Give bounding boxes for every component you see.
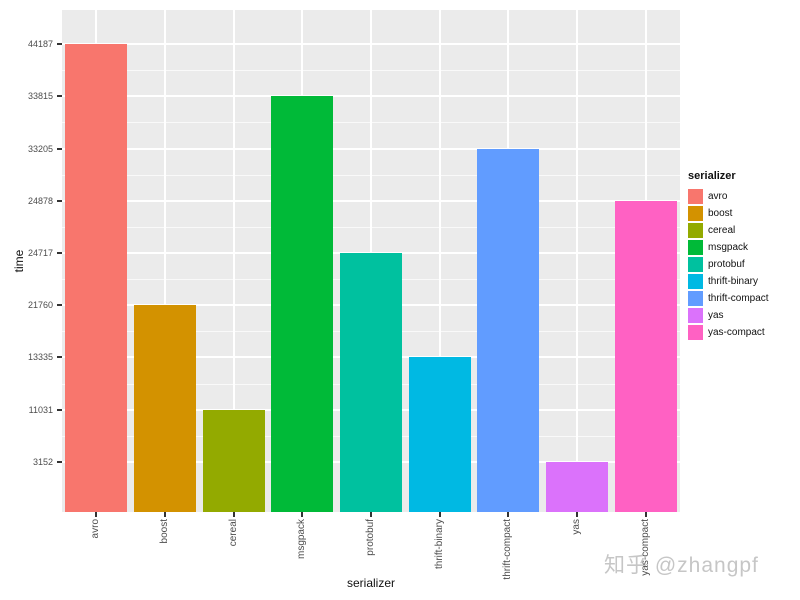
bar-msgpack [271, 96, 334, 512]
x-tick-label: avro [90, 519, 102, 539]
bar-protobuf [340, 253, 402, 512]
x-tick-label: yas-compact [639, 519, 651, 576]
legend-entries: avro boost cereal msgpack protobuf thrift-bin… [688, 188, 769, 341]
x-tick-label: yas [571, 519, 582, 535]
legend-entry: avro [688, 188, 769, 205]
bar-avro [65, 44, 128, 512]
x-tick-label: msgpack [296, 519, 308, 560]
x-tick-label: protobuf [365, 519, 376, 556]
x-tick-mark [301, 512, 304, 517]
bar-boost [134, 305, 196, 512]
legend-color-swatch [688, 223, 703, 238]
legend-color-swatch [688, 206, 703, 221]
bar-thrift-compact [477, 148, 540, 512]
bar-yas [546, 461, 608, 512]
x-tick-mark [370, 512, 372, 517]
legend-entry: cereal [688, 222, 769, 239]
y-tick-mark [57, 356, 62, 359]
gridline-major-v [576, 10, 578, 512]
legend-entry-label: msgpack [708, 242, 749, 253]
y-tick-mark [57, 408, 62, 411]
watermark-text: 知乎 @zhangpf [604, 554, 759, 577]
y-tick-label: 33815 [27, 91, 53, 102]
y-tick-mark [57, 95, 62, 98]
legend-color-swatch [688, 257, 703, 272]
legend-color-swatch [688, 189, 703, 204]
legend-entry-label: thrift-binary [708, 276, 759, 287]
y-tick-mark [57, 252, 62, 254]
legend-entry-label: boost [708, 208, 733, 219]
legend-color-swatch [688, 291, 703, 306]
legend-color-swatch [688, 240, 703, 255]
x-tick-mark [644, 512, 647, 517]
x-tick-label: thrift-binary [433, 519, 445, 570]
x-tick-mark [576, 512, 578, 517]
legend-entry: msgpack [688, 239, 769, 256]
y-tick-label: 11031 [28, 404, 53, 415]
x-axis-title: serializer [346, 576, 395, 590]
y-tick-mark [57, 199, 62, 202]
legend-entry-label: protobuf [708, 259, 745, 270]
y-tick-mark [57, 304, 62, 307]
x-tick-label: boost [159, 519, 170, 544]
x-tick-mark [95, 512, 98, 517]
y-tick-label: 13335 [27, 352, 53, 363]
bar-cereal [202, 409, 265, 512]
legend: serializer avro boost cereal msgpack protobu… [688, 170, 769, 341]
legend-color-swatch [688, 308, 703, 323]
x-tick-label: thrift-compact [502, 519, 514, 580]
x-tick-mark [507, 512, 510, 517]
x-tick-mark [232, 512, 235, 517]
bar-yas-compact [614, 200, 677, 512]
y-tick-mark [57, 460, 62, 463]
bar-thrift-binary [408, 357, 471, 512]
x-tick-mark [164, 512, 166, 517]
y-tick-label: 3152 [32, 456, 53, 467]
legend-entry-label: cereal [708, 225, 736, 236]
legend-entry: boost [688, 205, 769, 222]
gridline-major-v [232, 10, 235, 512]
plot-panel [62, 10, 680, 512]
x-tick-label: cereal [227, 519, 239, 547]
legend-entry-label: yas-compact [708, 327, 765, 338]
gridline-major-v [438, 10, 441, 512]
legend-entry-label: yas [708, 310, 724, 321]
y-tick-label: 21760 [27, 300, 53, 311]
legend-entry: thrift-binary [688, 273, 769, 290]
legend-entry: yas-compact [688, 324, 769, 341]
y-tick-label: 24717 [27, 248, 53, 258]
legend-entry: yas [688, 307, 769, 324]
legend-title: serializer [688, 170, 736, 182]
gridline-major-v [164, 10, 166, 512]
y-tick-mark [57, 147, 62, 150]
y-tick-mark [57, 43, 62, 46]
x-tick-mark [438, 512, 441, 517]
legend-color-swatch [688, 325, 703, 340]
legend-entry-label: thrift-compact [708, 293, 769, 304]
legend-color-swatch [688, 274, 703, 289]
y-tick-label: 24878 [27, 195, 53, 206]
legend-entry: protobuf [688, 256, 769, 273]
y-tick-label: 44187 [27, 39, 53, 50]
legend-entry-label: avro [708, 191, 728, 202]
y-tick-label: 33205 [27, 143, 53, 154]
legend-entry: thrift-compact [688, 290, 769, 307]
